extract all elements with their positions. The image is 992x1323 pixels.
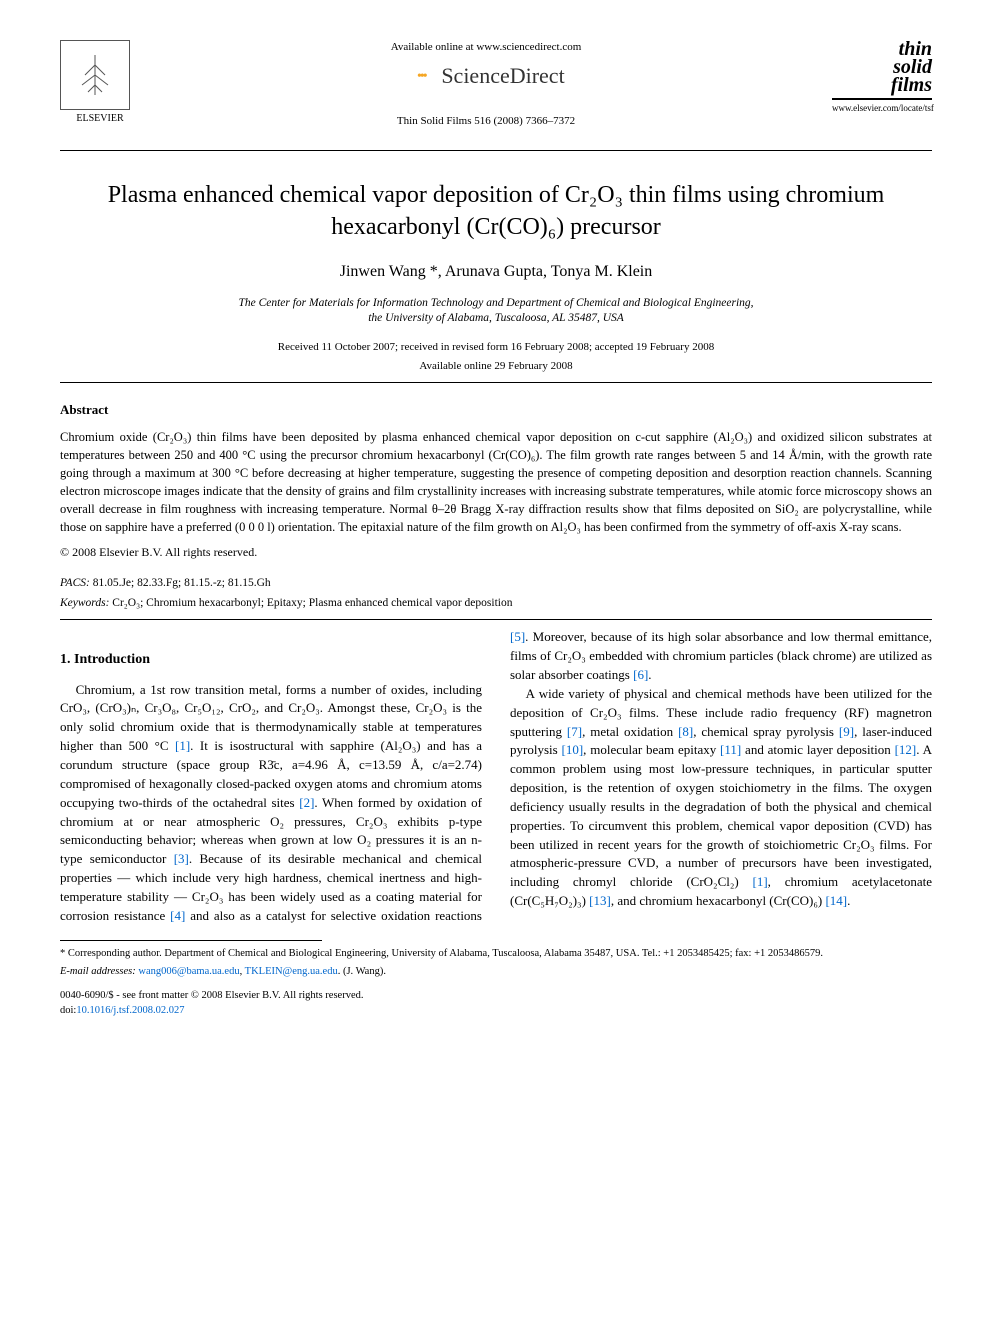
article-title: Plasma enhanced chemical vapor depositio… bbox=[60, 179, 932, 244]
issn-line: 0040-6090/$ - see front matter © 2008 El… bbox=[60, 989, 932, 1004]
body-text: , chemical spray pyrolysis bbox=[693, 724, 839, 739]
citation-link[interactable]: [3] bbox=[174, 851, 189, 866]
sciencedirect-logo: ScienceDirect bbox=[407, 61, 564, 92]
available-online-text: Available online at www.sciencedirect.co… bbox=[160, 40, 812, 55]
citation-link[interactable]: [1] bbox=[175, 738, 190, 753]
journal-url: www.elsevier.com/locate/tsf bbox=[832, 102, 932, 115]
keywords-values: Cr₂O₃; Chromium hexacarbonyl; Epitaxy; P… bbox=[109, 597, 512, 609]
elsevier-tree-icon bbox=[60, 40, 130, 110]
affiliation: The Center for Materials for Information… bbox=[60, 296, 932, 326]
copyright-notice: © 2008 Elsevier B.V. All rights reserved… bbox=[60, 544, 932, 561]
section-heading: 1. Introduction bbox=[60, 650, 482, 670]
citation-link[interactable]: [13] bbox=[589, 893, 611, 908]
authors: Jinwen Wang *, Arunava Gupta, Tonya M. K… bbox=[60, 261, 932, 283]
affiliation-line: the University of Alabama, Tuscaloosa, A… bbox=[60, 311, 932, 326]
pacs-values: 81.05.Je; 82.33.Fg; 81.15.-z; 81.15.Gh bbox=[90, 577, 271, 589]
abstract-body: Chromium oxide (Cr₂O₃) thin films have b… bbox=[60, 428, 932, 537]
body-text: , and chromium hexacarbonyl (Cr(CO)₆) bbox=[611, 893, 826, 908]
email-link[interactable]: TKLEIN@eng.ua.edu bbox=[245, 966, 338, 977]
pacs-line: PACS: 81.05.Je; 82.33.Fg; 81.15.-z; 81.1… bbox=[60, 575, 932, 591]
email-link[interactable]: wang006@bama.ua.edu bbox=[138, 966, 239, 977]
citation-link[interactable]: [12] bbox=[895, 742, 917, 757]
corresponding-author-footnote: * Corresponding author. Department of Ch… bbox=[60, 947, 932, 961]
article-dates: Available online 29 February 2008 bbox=[60, 359, 932, 374]
citation-link[interactable]: [9] bbox=[839, 724, 854, 739]
body-text: and atomic layer deposition bbox=[741, 742, 894, 757]
citation-link[interactable]: [1] bbox=[753, 874, 768, 889]
doi-label: doi: bbox=[60, 1005, 76, 1016]
citation-link[interactable]: [2] bbox=[299, 795, 314, 810]
body-text: . bbox=[847, 893, 850, 908]
citation-link[interactable]: [11] bbox=[720, 742, 741, 757]
sciencedirect-dots-icon bbox=[407, 67, 435, 87]
citation-link[interactable]: [6] bbox=[633, 667, 648, 682]
journal-reference: Thin Solid Films 516 (2008) 7366–7372 bbox=[160, 114, 812, 129]
divider bbox=[60, 619, 932, 620]
email-tail: . (J. Wang). bbox=[338, 966, 386, 977]
doi-line: doi:10.1016/j.tsf.2008.02.027 bbox=[60, 1004, 932, 1019]
article-dates: Received 11 October 2007; received in re… bbox=[60, 340, 932, 355]
divider bbox=[60, 382, 932, 383]
body-text: , molecular beam epitaxy bbox=[583, 742, 720, 757]
keywords-line: Keywords: Cr₂O₃; Chromium hexacarbonyl; … bbox=[60, 595, 932, 611]
page-header: ELSEVIER Available online at www.science… bbox=[60, 40, 932, 130]
intro-paragraph: A wide variety of physical and chemical … bbox=[510, 685, 932, 911]
divider bbox=[60, 150, 932, 151]
body-text: , metal oxidation bbox=[582, 724, 678, 739]
email-label: E-mail addresses: bbox=[60, 966, 136, 977]
abstract-heading: Abstract bbox=[60, 401, 932, 419]
sciencedirect-text: ScienceDirect bbox=[441, 61, 564, 92]
center-header: Available online at www.sciencedirect.co… bbox=[140, 40, 832, 130]
citation-link[interactable]: [5] bbox=[510, 629, 525, 644]
citation-link[interactable]: [10] bbox=[561, 742, 583, 757]
email-footnote: E-mail addresses: wang006@bama.ua.edu, T… bbox=[60, 965, 932, 979]
body-columns: 1. Introduction Chromium, a 1st row tran… bbox=[60, 628, 932, 925]
doi-link[interactable]: 10.1016/j.tsf.2008.02.027 bbox=[76, 1005, 184, 1016]
citation-link[interactable]: [4] bbox=[170, 908, 185, 923]
journal-logo: thin solid films www.elsevier.com/locate… bbox=[832, 40, 932, 115]
body-text: . bbox=[648, 667, 651, 682]
citation-link[interactable]: [14] bbox=[825, 893, 847, 908]
elsevier-label: ELSEVIER bbox=[60, 112, 140, 126]
keywords-label: Keywords: bbox=[60, 597, 109, 609]
affiliation-line: The Center for Materials for Information… bbox=[60, 296, 932, 311]
tsf-line: films bbox=[848, 76, 932, 94]
footer-meta: 0040-6090/$ - see front matter © 2008 El… bbox=[60, 989, 932, 1018]
footnote-divider bbox=[60, 940, 322, 941]
tsf-mark-icon: thin solid films bbox=[832, 40, 932, 94]
pacs-label: PACS: bbox=[60, 577, 90, 589]
body-text: . Moreover, because of its high solar ab… bbox=[510, 629, 932, 682]
body-text: and also as a catalyst for selective oxi… bbox=[185, 908, 482, 923]
elsevier-logo: ELSEVIER bbox=[60, 40, 140, 126]
citation-link[interactable]: [7] bbox=[567, 724, 582, 739]
body-text: . A common problem using most low-pressu… bbox=[510, 742, 932, 889]
citation-link[interactable]: [8] bbox=[678, 724, 693, 739]
